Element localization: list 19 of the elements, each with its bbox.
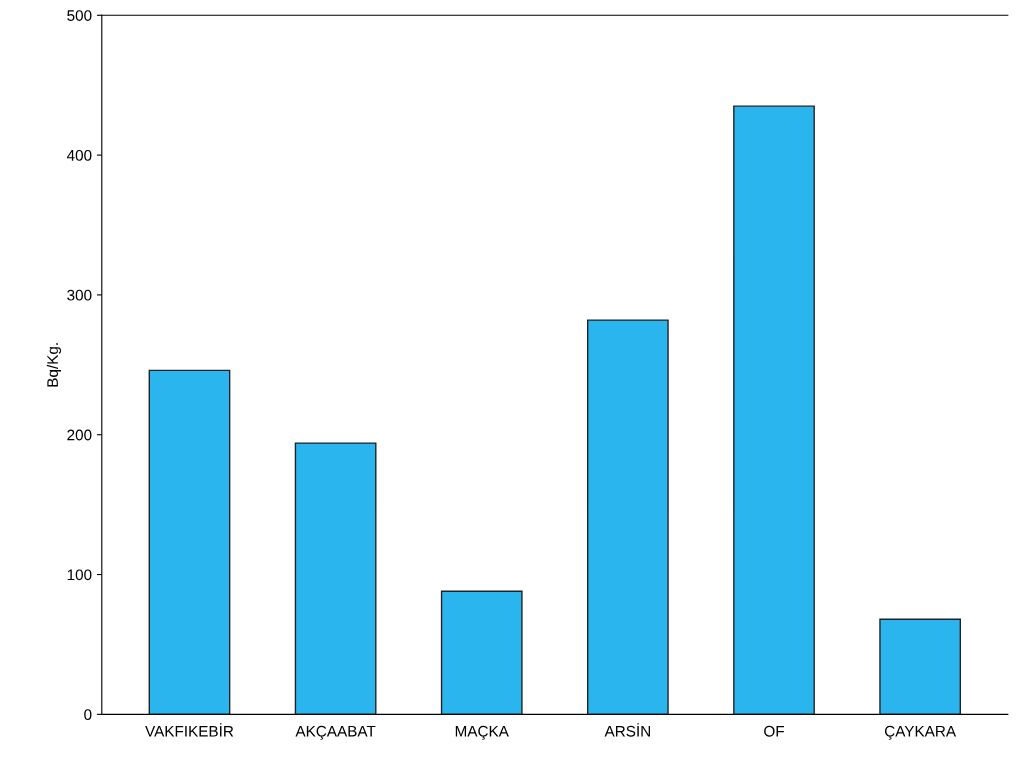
bar — [148, 369, 231, 715]
y-tick-label: 100 — [67, 569, 92, 581]
bar — [294, 442, 377, 715]
x-tick-label: ARSİN — [604, 723, 650, 737]
bar — [879, 618, 962, 715]
y-tick-label: 0 — [84, 709, 92, 721]
y-tick-label: 200 — [67, 429, 92, 441]
y-tick-label: 500 — [67, 10, 92, 21]
bar — [733, 105, 815, 715]
x-tick-label: ÇAYKARA — [884, 725, 957, 740]
y-tick-label: 400 — [66, 149, 92, 161]
x-tick-label: AKÇAABAT — [295, 725, 376, 740]
x-tick-label: MAÇKA — [455, 725, 509, 740]
y-axis-title: Bq/Kg. — [46, 343, 62, 387]
x-tick-label: OF — [764, 725, 784, 737]
bar — [586, 319, 669, 715]
y-tick-label: 300 — [67, 289, 92, 301]
bar — [440, 590, 523, 715]
x-tick-label: VAKFIKEBİR — [145, 723, 234, 737]
